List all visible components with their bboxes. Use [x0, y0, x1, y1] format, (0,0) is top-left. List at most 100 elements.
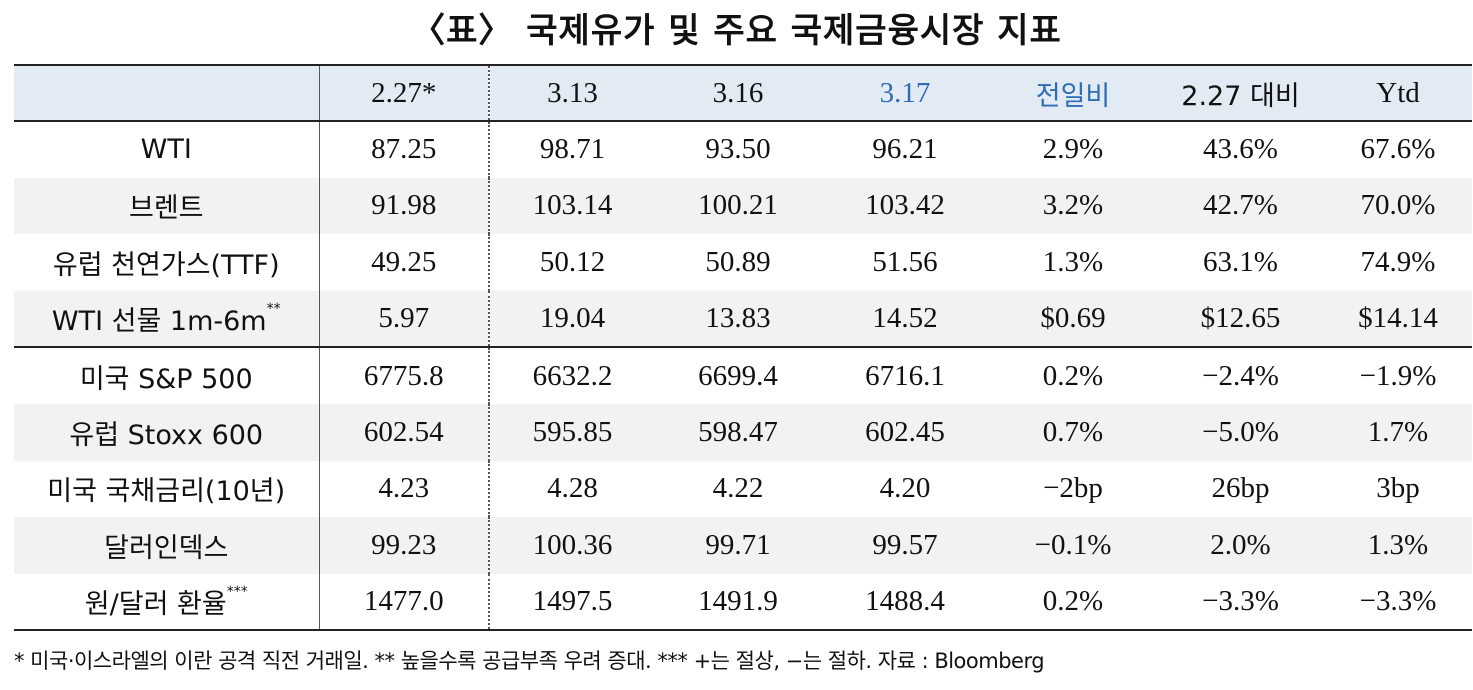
table-cell: 93.50: [705, 133, 771, 166]
table-cell: 602.45: [865, 415, 945, 448]
table-cell: $14.14: [1358, 302, 1438, 335]
table-cell: 99.71: [705, 528, 771, 561]
table-cell: 98.71: [539, 133, 606, 166]
table-cell: 2.9%: [1042, 133, 1104, 166]
table-cell: 103.14: [532, 189, 613, 222]
table-row: 유럽 Stoxx 600 602.54 595.85 598.47 602.45 0.7%…: [14, 403, 1472, 461]
table-cell: 96.21: [872, 133, 938, 166]
table-cell: 6632.2: [489, 346, 655, 404]
row-label-text: WTI 선물 1m-6m: [51, 306, 267, 338]
table-cell: 1.3%: [1042, 245, 1104, 278]
row-label: 미국 국채금리(10년): [14, 460, 320, 518]
row-label-text: 유럽 천연가스(TTF): [52, 249, 280, 281]
table-cell: 63.1%: [1203, 245, 1278, 278]
table-cell: 103.42: [865, 189, 945, 222]
row-label-text: 미국 S&P 500: [79, 363, 253, 395]
table-cell: 1.3%: [1367, 528, 1429, 561]
header-col-2-27: 2.27*: [319, 65, 490, 122]
row-label: 유럽 Stoxx 600: [14, 403, 320, 461]
header-row: 2.27* 3.13 3.16 3.17 전일비 2.27 대비 Ytd: [14, 65, 1472, 122]
table-cell: −3.3%: [1202, 585, 1279, 618]
header-col-3-13: 3.13: [489, 65, 655, 122]
row-label-text: WTI: [140, 134, 192, 166]
footnote: * 미국·이스라엘의 이란 공격 직전 거래일. ** 높을수록 공급부족 우려…: [14, 649, 1045, 673]
table-cell: −5.0%: [1202, 415, 1279, 448]
table-cell: 100.36: [532, 528, 613, 561]
table-cell: 1491.9: [698, 585, 778, 618]
table-cell: 91.98: [319, 177, 490, 235]
table-cell: −0.1%: [1034, 528, 1112, 561]
table-cell: 4.28: [547, 472, 598, 505]
table-cell: 99.57: [872, 528, 938, 561]
table-cell: $12.65: [1200, 302, 1281, 335]
table-row: WTI 87.25 98.71 93.50 96.21 2.9% 43.6% 67.6%: [14, 121, 1472, 178]
table-cell: 4.22: [712, 472, 764, 505]
table-cell: 4.23: [319, 460, 490, 518]
row-label: WTI: [14, 121, 320, 178]
row-label: 미국 S&P 500: [14, 346, 320, 404]
table-cell: 50.89: [705, 245, 771, 278]
table-cell: 2.0%: [1210, 528, 1271, 561]
table-cell: 0.7%: [1042, 415, 1104, 448]
header-col-daily-change: 전일비: [989, 65, 1157, 122]
row-label-text: 원/달러 환율: [84, 589, 227, 621]
table-cell: −3.3%: [1359, 585, 1437, 618]
table-row: 미국 국채금리(10년) 4.23 4.28 4.22 4.20 −2bp 26bp 3bp: [14, 460, 1472, 518]
table-cell: 0.2%: [989, 346, 1157, 404]
market-indicators-table: 2.27* 3.13 3.16 3.17 전일비 2.27 대비 Ytd WTI…: [14, 64, 1472, 632]
table-cell: 74.9%: [1360, 245, 1436, 278]
table-cell: 49.25: [319, 234, 490, 291]
table-cell: 1477.0: [319, 573, 490, 631]
header-blank: [14, 65, 320, 122]
table-row: 유럽 천연가스(TTF) 49.25 50.12 50.89 51.56 1.3% 63.1…: [14, 234, 1472, 291]
row-label-text: 미국 국채금리(10년): [47, 476, 286, 508]
table-cell: 42.7%: [1203, 189, 1278, 222]
table-cell: 602.54: [319, 403, 490, 461]
table-cell: 598.47: [698, 415, 778, 448]
table-cell: 5.97: [319, 290, 490, 348]
row-label: 원/달러 환율***: [14, 573, 320, 631]
table-cell: 3.2%: [1042, 189, 1104, 222]
row-label: WTI 선물 1m-6m**: [14, 290, 320, 348]
table-cell: 50.12: [539, 245, 606, 278]
row-label: 달러인덱스: [14, 517, 320, 574]
table-cell: 87.25: [319, 121, 490, 178]
header-col-3-16: 3.16: [655, 65, 821, 122]
table-cell: 51.56: [872, 245, 938, 278]
table-row: WTI 선물 1m-6m** 5.97 19.04 13.83 14.52 $0.69 $1…: [14, 290, 1472, 348]
table-cell: $0.69: [1040, 302, 1106, 335]
table-cell: 67.6%: [1360, 133, 1436, 166]
table-title: 〈표〉 국제유가 및 주요 국제금융시장 지표: [411, 11, 1062, 51]
table-cell: 26bp: [1211, 472, 1270, 505]
table-cell: 4.20: [879, 472, 931, 505]
table-cell: −2.4%: [1157, 346, 1324, 404]
row-label-footnote-mark: **: [266, 301, 281, 318]
table-row: 원/달러 환율*** 1477.0 1497.5 1491.9 1488.4 0.2% −3…: [14, 573, 1472, 631]
header-col-ytd: Ytd: [1324, 65, 1472, 122]
table-cell: 70.0%: [1360, 189, 1436, 222]
row-label: 유럽 천연가스(TTF): [14, 234, 320, 291]
table-cell: 43.6%: [1203, 133, 1278, 166]
table-cell: 6775.8: [319, 346, 490, 404]
table-cell: 1.7%: [1367, 415, 1429, 448]
table-row: 미국 S&P 500 6775.8 6632.2 6699.4 6716.1 0.2% −2…: [14, 346, 1472, 404]
table-cell: 6699.4: [655, 346, 821, 404]
table-cell: 100.21: [698, 189, 778, 222]
row-label-text: 달러인덱스: [104, 532, 229, 564]
header-col-vs-2-27: 2.27 대비: [1157, 65, 1324, 122]
table-cell: 13.83: [705, 302, 771, 335]
row-label-text: 브렌트: [128, 193, 204, 225]
table-cell: 1497.5: [532, 585, 613, 618]
table-row: 브렌트 91.98 103.14 100.21 103.42 3.2% 42.7% 70.0%: [14, 177, 1472, 235]
row-label-footnote-mark: ***: [226, 584, 248, 601]
table-cell: −1.9%: [1324, 346, 1472, 404]
table-cell: 1488.4: [865, 585, 945, 618]
table-cell: 0.2%: [1042, 585, 1104, 618]
table-cell: 3bp: [1376, 472, 1420, 505]
table-cell: 6716.1: [821, 346, 989, 404]
table-row: 달러인덱스 99.23 100.36 99.71 99.57 −0.1% 2.0% 1.3%: [14, 517, 1472, 574]
row-label: 브렌트: [14, 177, 320, 235]
table-cell: 14.52: [872, 302, 938, 335]
header-col-3-17: 3.17: [821, 65, 989, 122]
table-cell: −2bp: [1043, 472, 1103, 505]
